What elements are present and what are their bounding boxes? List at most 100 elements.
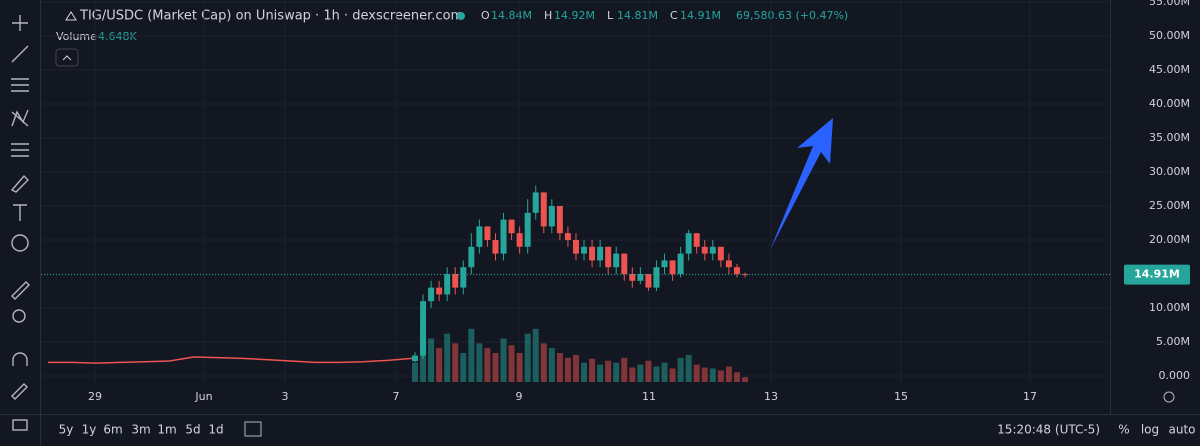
change: 69,580.63 (+0.47%) (736, 9, 848, 22)
volume-bar (629, 367, 636, 382)
range-button[interactable]: 3m (131, 423, 150, 437)
x-tick-label: 9 (516, 390, 523, 403)
ohlc-value: 14.81M (617, 9, 658, 22)
volume-bar (516, 353, 523, 382)
axis-option[interactable]: log (1141, 423, 1159, 437)
x-tick-label: 13 (764, 390, 778, 403)
range-button[interactable]: 1d (208, 423, 223, 437)
magnet-tool[interactable] (12, 352, 28, 366)
volume-bar (500, 338, 507, 382)
y-tick-label: 50.00M (1149, 29, 1190, 42)
candle-body (508, 219, 515, 234)
ohlc-key: O (481, 9, 490, 22)
candle-body (540, 192, 547, 227)
candle-body (500, 219, 507, 254)
last-price-label: 14.91M (1134, 268, 1180, 281)
candle-body (564, 233, 571, 240)
plot: 0.0005.00M10.00M15.00M20.00M25.00M30.00M… (41, 0, 1190, 403)
candle-body (629, 274, 636, 281)
candle-body (444, 274, 451, 295)
volume-bar (589, 358, 596, 382)
crosshair-tool[interactable] (12, 15, 28, 31)
draw-mode-tool[interactable] (11, 383, 28, 400)
range-button[interactable]: 1m (157, 423, 176, 437)
volume-bar (484, 348, 491, 382)
candle-body (742, 274, 748, 275)
y-tick-label: 0.000 (1159, 369, 1191, 382)
pattern-tool[interactable] (11, 109, 29, 127)
symbol-icon (65, 11, 77, 21)
text-tool[interactable] (13, 204, 27, 221)
zoom-tool[interactable] (12, 309, 26, 323)
y-tick-label: 25.00M (1149, 199, 1190, 212)
fib-tool[interactable] (11, 78, 29, 92)
toolbar[interactable] (10, 15, 30, 431)
bottom-border (0, 414, 1200, 415)
settings-icon[interactable] (1163, 391, 1175, 403)
collapse-icon (62, 55, 72, 61)
ohlc: O 14.84M H 14.92M L 14.81M C 14.91M 69,580.63 (+… (481, 9, 848, 22)
ohlc-value: 14.84M (491, 9, 532, 22)
candle-body (556, 206, 563, 234)
y-tick-label: 55.00M (1149, 0, 1190, 8)
ohlc-key: L (607, 9, 614, 22)
candle-body (436, 287, 443, 295)
candle-body (597, 246, 604, 261)
candle-body (645, 274, 652, 288)
volume-bar (645, 360, 652, 382)
ohlc-key: C (670, 9, 678, 22)
axis-option[interactable]: auto (1168, 423, 1195, 437)
candle-body (733, 267, 740, 274)
ruler-tool[interactable] (11, 281, 30, 300)
volume-bar (508, 345, 515, 382)
date-range-icon[interactable] (244, 421, 262, 437)
clock: 15:20:48 (UTC-5) (997, 423, 1100, 437)
candle-body (548, 206, 555, 227)
range-button[interactable]: 5d (185, 423, 200, 437)
candle-body (661, 260, 668, 268)
emoji-tool[interactable] (11, 234, 29, 252)
candle-body (524, 212, 531, 247)
candle-body (460, 267, 467, 288)
volume-bar (653, 366, 660, 382)
collapse-button[interactable] (55, 48, 79, 67)
range-button[interactable]: 6m (103, 423, 122, 437)
x-tick-label: 7 (393, 390, 400, 403)
last-price-box (1124, 264, 1190, 285)
volume-bar (742, 377, 748, 382)
lock-tool[interactable] (12, 419, 28, 431)
volume-bar (492, 353, 499, 382)
candle-body (492, 240, 499, 254)
candle-body (484, 226, 491, 240)
x-tick-label: Jun (194, 390, 212, 403)
y-tick-label: 45.00M (1149, 63, 1190, 76)
candle-body (653, 267, 660, 288)
candle-body (709, 246, 716, 254)
volume-bar (556, 353, 563, 382)
range-button[interactable]: 5y (59, 423, 74, 437)
candle-body (621, 253, 628, 274)
volume-bar (701, 367, 708, 382)
volume-bar (677, 357, 684, 382)
brush-tool[interactable] (10, 174, 29, 193)
volume-bar (476, 343, 483, 382)
line-tool[interactable] (11, 45, 29, 63)
candle-body (717, 246, 724, 261)
prediction-tool[interactable] (11, 143, 29, 157)
ohlc-value: 14.92M (554, 9, 595, 22)
candle-body (685, 233, 692, 254)
range-button[interactable]: 1y (82, 423, 97, 437)
volume-bar (452, 343, 459, 382)
volume-bar (412, 362, 418, 382)
candle-body (637, 274, 644, 281)
candle-body (412, 355, 418, 362)
y-tick-label: 40.00M (1149, 97, 1190, 110)
volume-bar (428, 338, 435, 382)
axis-option[interactable]: % (1118, 423, 1129, 437)
y-tick-label: 35.00M (1149, 131, 1190, 144)
volume-bar (725, 366, 732, 382)
volume-bar (621, 357, 628, 382)
ohlc-value: 14.91M (680, 9, 721, 22)
chart-title: TIG/USDC (Market Cap) on Uniswap · 1h · … (79, 9, 463, 24)
